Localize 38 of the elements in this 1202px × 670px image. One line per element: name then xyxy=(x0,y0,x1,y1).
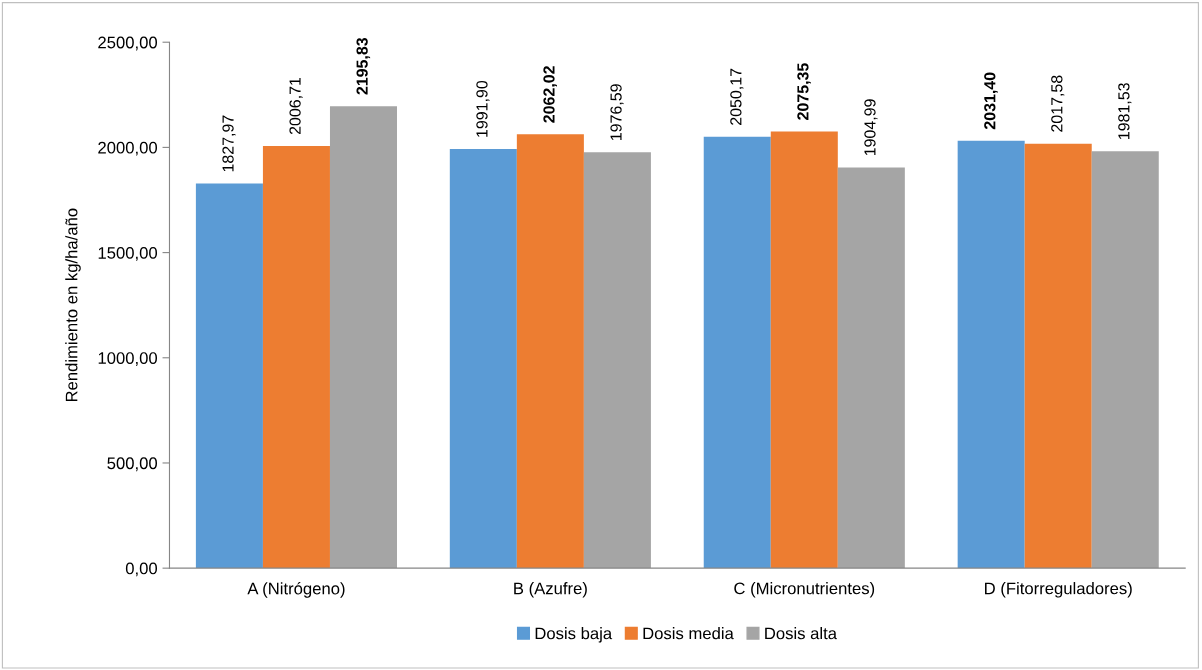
data-label: 1991,90 xyxy=(476,80,490,137)
y-tick-label: 1500,00 xyxy=(98,246,158,261)
bar xyxy=(516,134,584,569)
bar xyxy=(329,106,397,569)
bar xyxy=(703,136,771,569)
data-label: 1976,59 xyxy=(610,84,624,140)
bar xyxy=(1091,151,1159,569)
y-tick-label: 0,00 xyxy=(125,562,158,577)
data-label: 2195,83 xyxy=(356,37,371,95)
legend-label: Dosis alta xyxy=(765,627,837,640)
legend-label: Dosis baja xyxy=(535,627,613,643)
legend-label: Dosis media xyxy=(643,627,734,640)
bar xyxy=(957,140,1025,569)
bar xyxy=(262,145,330,569)
y-tick-label: 500,00 xyxy=(107,457,158,472)
data-label: 2062,02 xyxy=(543,66,557,123)
bar xyxy=(449,149,517,569)
bar xyxy=(583,152,651,569)
data-label: 1904,99 xyxy=(864,99,878,156)
data-label: 1827,97 xyxy=(222,115,236,172)
x-tick-label: B (Azufre) xyxy=(514,582,587,598)
data-label: 1981,53 xyxy=(1118,83,1132,139)
x-tick-label: A (Nitrógeno) xyxy=(247,582,345,598)
y-axis-title: Rendimiento en kg/ha/año xyxy=(65,208,81,402)
bar xyxy=(770,131,838,569)
y-tick-label: 2000,00 xyxy=(98,141,158,156)
y-tick-label: 2500,00 xyxy=(98,36,158,51)
bar xyxy=(1024,143,1092,569)
bar xyxy=(195,183,263,569)
y-tick-label: 1000,00 xyxy=(98,352,158,366)
data-label: 2050,17 xyxy=(730,68,744,125)
x-tick-label: C (Micronutrientes) xyxy=(734,582,875,598)
data-label: 2006,71 xyxy=(289,77,303,135)
x-tick-label: D (Fitorreguladores) xyxy=(985,582,1132,598)
data-label: 2031,40 xyxy=(984,72,998,130)
bar xyxy=(837,167,905,569)
data-label: 2075,35 xyxy=(797,63,811,120)
data-label: 2017,58 xyxy=(1051,75,1065,132)
